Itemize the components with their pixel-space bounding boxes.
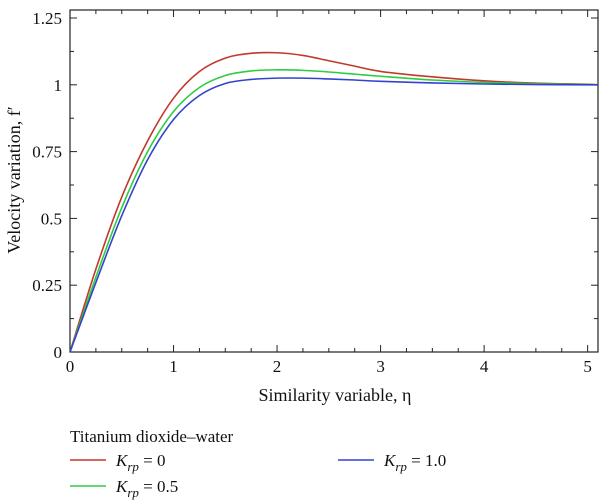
legend-label: Krp = 1.0: [383, 451, 446, 474]
legend-label: Krp = 0.5: [115, 477, 178, 500]
x-tick-label: 4: [480, 357, 489, 376]
series-line-1: [69, 69, 599, 353]
legend: Titanium dioxide–water Krp = 0 Krp = 0.5 K…: [70, 427, 446, 500]
y-tick-label: 0.75: [32, 143, 62, 162]
x-tick-label: 1: [169, 357, 178, 376]
x-tick-label: 2: [273, 357, 282, 376]
y-axis-title: Velocity variation, f′: [4, 106, 24, 253]
series-line-2: [69, 77, 599, 353]
series-lines: [69, 51, 599, 353]
y-tick-label: 1.25: [32, 9, 62, 28]
y-tick-label: 0.25: [32, 276, 62, 295]
y-tick-label: 1: [54, 76, 63, 95]
x-tick-label: 3: [376, 357, 385, 376]
axis-ticks: [69, 10, 598, 353]
y-tick-label: 0: [54, 343, 63, 362]
x-tick-label: 5: [583, 357, 592, 376]
plot-frame: [69, 9, 599, 353]
x-tick-label: 0: [66, 357, 75, 376]
x-axis-title: Similarity variable, η: [259, 385, 412, 405]
axis-tick-labels: 0 1 2 3 4 5 0 0.25 0.5 0.75 1 1.25: [32, 9, 592, 376]
series-line-0: [69, 51, 599, 353]
plot-area: 0 1 2 3 4 5 0 0.25 0.5 0.75 1 1.25: [32, 9, 599, 376]
legend-title: Titanium dioxide–water: [70, 427, 234, 446]
y-tick-label: 0.5: [41, 209, 62, 228]
legend-label: Krp = 0: [115, 451, 166, 474]
